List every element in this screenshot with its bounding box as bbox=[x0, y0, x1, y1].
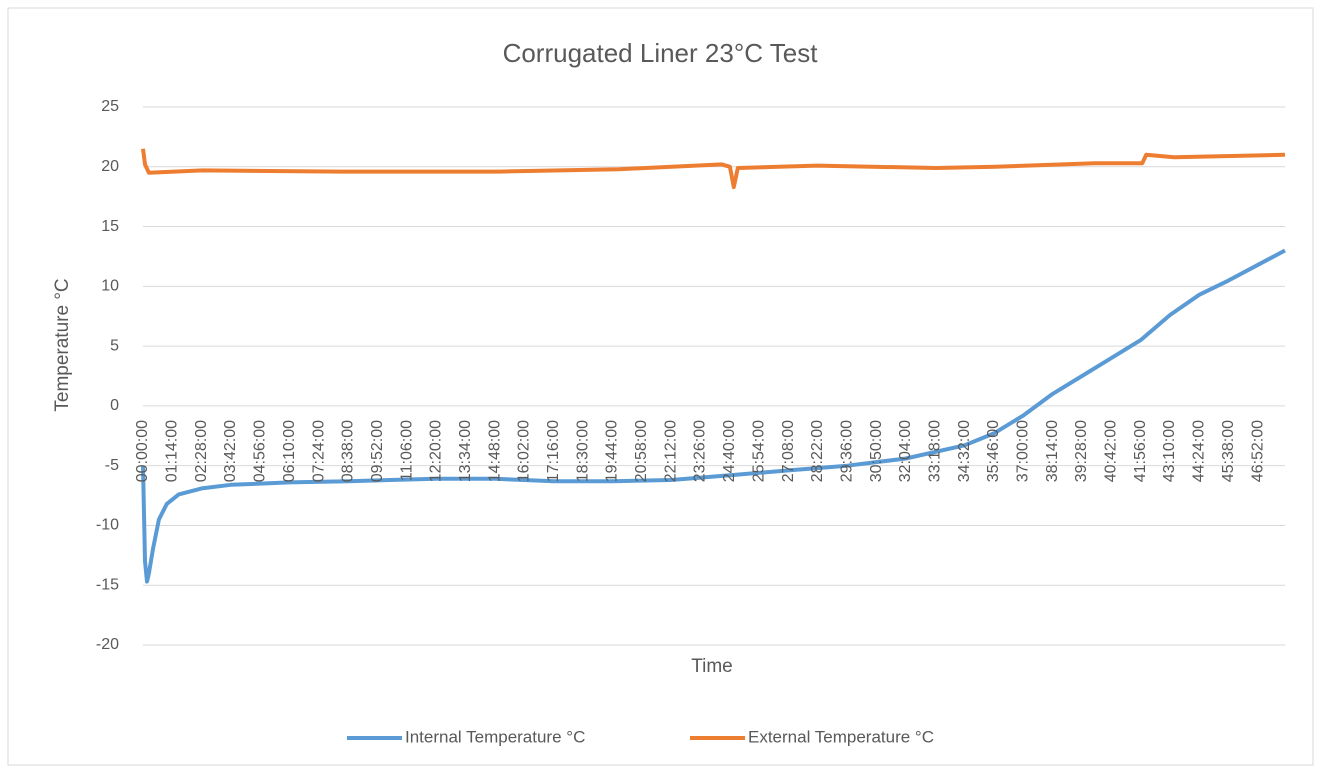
x-tick-label: 39:28:00 bbox=[1073, 420, 1090, 482]
x-tick-label: 46:52:00 bbox=[1249, 420, 1266, 482]
legend-label: Internal Temperature °C bbox=[405, 727, 585, 746]
x-tick-label: 23:26:00 bbox=[692, 420, 709, 482]
x-tick-label: 35:46:00 bbox=[985, 420, 1002, 482]
x-tick-label: 12:20:00 bbox=[428, 420, 445, 482]
y-tick-label: -5 bbox=[105, 457, 119, 474]
x-tick-label: 28:22:00 bbox=[809, 420, 826, 482]
y-tick-label: -20 bbox=[96, 636, 119, 653]
y-tick-label: 15 bbox=[101, 218, 119, 235]
x-tick-label: 13:34:00 bbox=[457, 420, 474, 482]
x-tick-label: 43:10:00 bbox=[1161, 420, 1178, 482]
x-tick-label: 41:56:00 bbox=[1132, 420, 1149, 482]
x-tick-label: 09:52:00 bbox=[369, 420, 386, 482]
x-tick-label: 11:06:00 bbox=[398, 420, 415, 481]
y-tick-label: 25 bbox=[101, 98, 119, 115]
x-tick-label: 34:32:00 bbox=[956, 420, 973, 482]
y-tick-label: -10 bbox=[96, 517, 119, 534]
x-tick-label: 24:40:00 bbox=[721, 420, 738, 482]
x-tick-label: 17:16:00 bbox=[545, 420, 562, 482]
x-tick-label: 25:54:00 bbox=[750, 420, 767, 482]
data-line bbox=[141, 148, 1286, 190]
x-tick-label: 18:30:00 bbox=[574, 420, 591, 482]
x-tick-label: 44:24:00 bbox=[1191, 420, 1208, 482]
x-tick-label: 29:36:00 bbox=[838, 420, 855, 482]
x-tick-label: 45:38:00 bbox=[1220, 420, 1237, 482]
y-axis-title: Temperature °C bbox=[52, 278, 73, 411]
x-tick-label: 33:18:00 bbox=[926, 420, 943, 482]
x-tick-label: 32:04:00 bbox=[897, 420, 914, 482]
x-tick-label: 04:56:00 bbox=[252, 420, 269, 482]
x-tick-label: 14:48:00 bbox=[486, 420, 503, 482]
chart-title: Corrugated Liner 23°C Test bbox=[503, 38, 819, 68]
chart-border bbox=[7, 7, 1314, 766]
y-tick-label: 10 bbox=[101, 278, 119, 295]
x-tick-label: 19:44:00 bbox=[604, 420, 621, 482]
y-tick-label: 20 bbox=[101, 158, 119, 175]
x-tick-label: 30:50:00 bbox=[868, 420, 885, 482]
x-tick-label: 38:14:00 bbox=[1044, 420, 1061, 482]
x-tick-label: 37:00:00 bbox=[1015, 420, 1032, 482]
x-tick-label: 02:28:00 bbox=[193, 420, 210, 482]
x-tick-label: 16:02:00 bbox=[516, 420, 533, 482]
x-tick-label: 08:38:00 bbox=[340, 420, 357, 482]
x-tick-label: 22:12:00 bbox=[662, 420, 679, 482]
y-tick-label: 5 bbox=[110, 337, 119, 354]
y-tick-label: -15 bbox=[96, 576, 119, 593]
x-tick-label: 40:42:00 bbox=[1103, 420, 1120, 482]
x-tick-label: 00:00:00 bbox=[134, 420, 151, 482]
data-line bbox=[141, 248, 1286, 584]
x-tick-label: 07:24:00 bbox=[310, 420, 327, 482]
x-tick-label: 03:42:00 bbox=[222, 420, 239, 482]
x-tick-label: 06:10:00 bbox=[281, 420, 298, 482]
x-tick-label: 20:58:00 bbox=[633, 420, 650, 482]
legend-label: External Temperature °C bbox=[748, 727, 934, 746]
x-tick-label: 27:08:00 bbox=[780, 420, 797, 482]
x-axis-title: Time bbox=[691, 656, 733, 677]
x-tick-label: 01:14:00 bbox=[164, 420, 181, 482]
y-tick-label: 0 bbox=[110, 397, 119, 414]
